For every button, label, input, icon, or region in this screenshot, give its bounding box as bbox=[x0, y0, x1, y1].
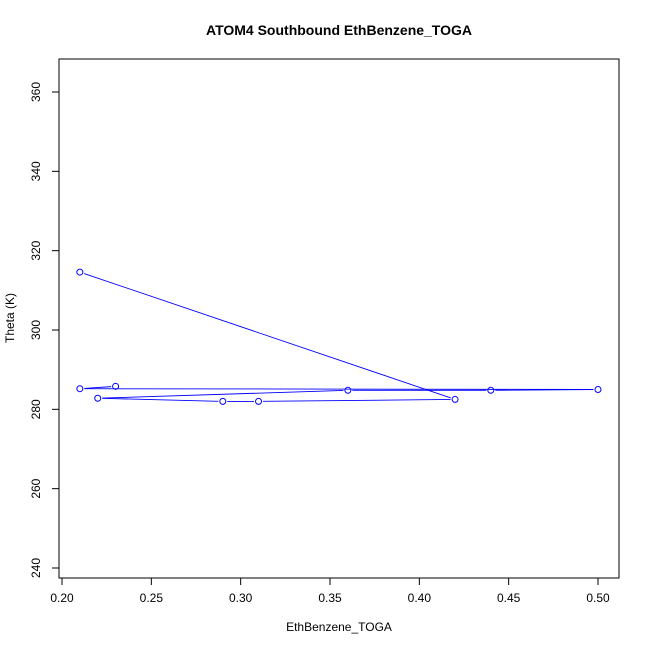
x-tick-label: 0.20 bbox=[50, 591, 74, 605]
data-point bbox=[344, 386, 352, 394]
data-point bbox=[76, 268, 84, 276]
y-tick-label: 240 bbox=[29, 558, 43, 578]
data-point bbox=[219, 397, 227, 405]
x-axis-label: EthBenzene_TOGA bbox=[286, 620, 392, 634]
series-layer bbox=[76, 268, 602, 405]
x-tick-label: 0.45 bbox=[497, 591, 521, 605]
data-point bbox=[112, 382, 120, 390]
y-axis-label: Theta (K) bbox=[3, 293, 17, 343]
y-tick-label: 300 bbox=[29, 320, 43, 340]
series-line-segment bbox=[84, 388, 594, 390]
y-tick-label: 340 bbox=[29, 161, 43, 181]
data-point bbox=[255, 397, 263, 405]
y-tick-label: 320 bbox=[29, 240, 43, 260]
series-line-segment bbox=[84, 386, 112, 389]
x-tick-label: 0.25 bbox=[140, 591, 164, 605]
series-line-segment bbox=[102, 389, 344, 399]
y-axis: 240 260 280 300 320 340 360 bbox=[29, 82, 60, 578]
x-tick-label: 0.30 bbox=[229, 591, 253, 605]
series-line-segment bbox=[83, 273, 451, 399]
data-point bbox=[451, 395, 459, 403]
x-tick-label: 0.40 bbox=[408, 591, 432, 605]
data-point bbox=[594, 386, 602, 393]
x-tick-label: 0.50 bbox=[586, 591, 610, 605]
series-line-segment bbox=[102, 397, 219, 402]
data-point bbox=[94, 394, 102, 402]
series-line-segment bbox=[263, 399, 451, 402]
plot-area-frame bbox=[58, 58, 620, 579]
y-tick-label: 260 bbox=[29, 478, 43, 498]
x-axis: 0.20 0.25 0.30 0.35 0.40 0.45 0.50 bbox=[50, 577, 610, 605]
data-point bbox=[76, 385, 84, 393]
y-tick-label: 280 bbox=[29, 399, 43, 419]
chart-title: ATOM4 Southbound EthBenzene_TOGA bbox=[206, 22, 472, 38]
x-tick-label: 0.35 bbox=[318, 591, 342, 605]
y-tick-label: 360 bbox=[29, 82, 43, 102]
data-point bbox=[487, 386, 495, 394]
